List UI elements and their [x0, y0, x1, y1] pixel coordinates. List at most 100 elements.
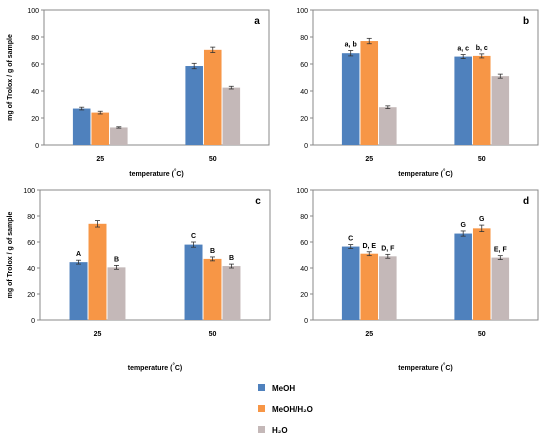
- legend-swatch: [258, 384, 265, 391]
- panel-letter: b: [523, 16, 529, 27]
- legend-item: MeOH: [258, 384, 295, 393]
- significance-label: b, c: [476, 45, 488, 52]
- bar: [379, 107, 397, 145]
- bar: [203, 258, 222, 320]
- bar: [491, 257, 510, 320]
- bar: [203, 49, 222, 146]
- significance-label: B: [210, 248, 215, 255]
- plot-frame: [39, 189, 271, 321]
- significance-label: C: [348, 236, 353, 243]
- legend-swatch: [258, 426, 265, 433]
- bar: [341, 53, 360, 146]
- bar: [88, 223, 107, 320]
- x-tick-label: 25: [365, 331, 373, 338]
- y-tick-label: 0: [35, 143, 39, 150]
- bar: [107, 267, 126, 320]
- significance-label: D, E: [362, 243, 376, 250]
- x-tick-label: 25: [96, 156, 104, 163]
- y-tick-label: 60: [300, 62, 308, 69]
- y-tick-label: 80: [300, 35, 308, 42]
- y-tick-label: 80: [31, 35, 39, 42]
- y-tick-label: 20: [31, 116, 39, 123]
- y-tick-label: 40: [300, 89, 308, 96]
- significance-label: B: [229, 255, 234, 262]
- plot-frame: [43, 9, 270, 146]
- legend-item: H₂O: [258, 426, 288, 435]
- y-axis-label: mg of Trolox / g of sample: [7, 34, 14, 121]
- panel-b: 0 20 40 60 80 100 b a, b 25 a, c b, c 50 temperature…: [296, 8, 539, 178]
- x-tick-label: 50: [209, 331, 217, 338]
- y-tick-label: 20: [27, 292, 35, 299]
- bar: [72, 108, 91, 145]
- significance-label: A: [76, 251, 81, 258]
- bar: [341, 246, 360, 320]
- y-tick-label: 60: [300, 240, 308, 247]
- x-tick-label: 50: [478, 156, 486, 163]
- bar: [472, 228, 491, 320]
- plot-frame: [312, 9, 539, 146]
- panel-d: 0 20 40 60 80 100 d C D, E D, F 25 G G E, F 50 temperat…: [296, 188, 539, 372]
- bar: [222, 266, 241, 320]
- x-tick-label: 50: [209, 156, 217, 163]
- bar: [91, 112, 110, 145]
- y-tick-label: 80: [300, 214, 308, 221]
- y-tick-label: 20: [300, 292, 308, 299]
- bar: [222, 87, 241, 145]
- bar: [491, 76, 510, 145]
- y-tick-label: 0: [304, 143, 308, 150]
- panel-a: 0 20 40 60 80 100 a 25 50 temperature (°C) mg of T…: [7, 8, 270, 178]
- y-tick-label: 40: [27, 266, 35, 273]
- significance-label: B: [114, 256, 119, 263]
- y-tick-label: 100: [296, 8, 308, 15]
- significance-label: a, b: [345, 42, 357, 49]
- bar: [69, 262, 88, 320]
- panel-letter: c: [255, 196, 261, 207]
- significance-label: G: [479, 216, 485, 223]
- x-tick-label: 50: [478, 331, 486, 338]
- x-axis-label: temperature (°C): [128, 363, 183, 372]
- panel-letter: d: [523, 196, 529, 207]
- legend-swatch: [258, 405, 265, 412]
- legend-label: MeOH: [272, 384, 295, 393]
- y-tick-label: 0: [31, 318, 35, 325]
- y-tick-label: 40: [31, 89, 39, 96]
- panel-letter: a: [254, 16, 260, 27]
- y-tick-label: 60: [31, 62, 39, 69]
- legend-label: MeOH/H₂O: [272, 405, 313, 414]
- panel-c: 0 20 40 60 80 100 c A B 25 C B B 50 temperature (°C) mg…: [7, 188, 271, 372]
- bar: [185, 66, 203, 145]
- legend-label: H₂O: [272, 426, 288, 435]
- legend-item: MeOH/H₂O: [258, 405, 313, 414]
- y-tick-label: 20: [300, 116, 308, 123]
- bar: [454, 233, 472, 320]
- significance-label: E, F: [494, 247, 508, 254]
- x-axis-label: temperature (°C): [129, 169, 184, 178]
- y-tick-label: 100: [296, 188, 308, 195]
- legend: MeOH MeOH/H₂O H₂O: [258, 384, 313, 435]
- plot-frame: [312, 189, 539, 321]
- y-tick-label: 100: [23, 188, 35, 195]
- significance-label: G: [460, 222, 466, 229]
- x-axis-label: temperature (°C): [398, 169, 453, 178]
- y-tick-label: 0: [304, 318, 308, 325]
- significance-label: D, F: [381, 245, 395, 252]
- significance-label: C: [191, 233, 196, 240]
- y-tick-label: 60: [27, 240, 35, 247]
- y-tick-label: 100: [27, 8, 39, 15]
- x-tick-label: 25: [365, 156, 373, 163]
- bar: [379, 256, 397, 320]
- y-tick-label: 40: [300, 266, 308, 273]
- bar: [454, 56, 472, 146]
- y-tick-label: 80: [27, 214, 35, 221]
- bar: [472, 55, 491, 145]
- x-axis-label: temperature (°C): [398, 363, 453, 372]
- bar: [360, 253, 379, 320]
- significance-label: a, c: [457, 46, 469, 53]
- bar: [184, 244, 203, 320]
- bar: [110, 127, 128, 145]
- bar: [360, 41, 379, 145]
- y-axis-label: mg of Trolox / g of sample: [7, 212, 14, 299]
- x-tick-label: 25: [94, 331, 102, 338]
